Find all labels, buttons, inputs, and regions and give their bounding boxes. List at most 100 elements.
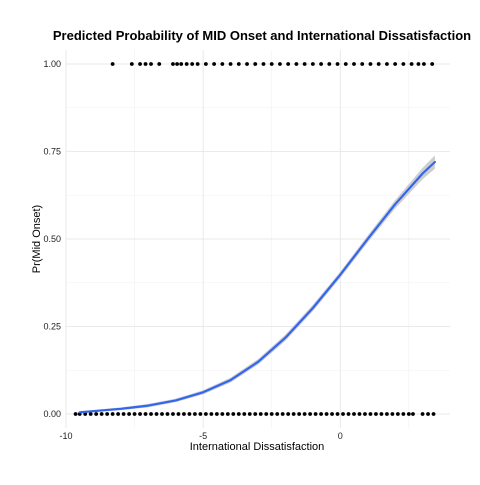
data-point-no-onset [420, 412, 425, 416]
data-point-onset [335, 62, 340, 66]
data-point-no-onset [247, 412, 252, 416]
data-point-onset [286, 62, 291, 66]
data-point-onset [269, 62, 274, 66]
data-point-no-onset [258, 412, 263, 416]
data-point-no-onset [138, 412, 142, 416]
data-point-no-onset [264, 412, 269, 416]
data-point-no-onset [127, 412, 131, 416]
data-point-no-onset [242, 412, 247, 416]
data-point-no-onset [220, 412, 225, 416]
data-point-no-onset [132, 412, 137, 416]
y-tick-label: 0.00 [43, 409, 61, 419]
grid [65, 50, 450, 428]
data-point-no-onset [401, 412, 406, 416]
data-point-no-onset [395, 412, 400, 416]
confidence-band-layer [79, 155, 435, 414]
data-point-onset [302, 62, 307, 66]
data-point-no-onset [171, 412, 175, 416]
data-point-no-onset [231, 412, 236, 416]
fitted-probability-line [78, 160, 436, 414]
data-point-onset [393, 62, 398, 66]
data-point-no-onset [324, 412, 329, 416]
data-point-onset [253, 62, 258, 66]
data-point-onset [179, 62, 184, 66]
data-point-onset [401, 62, 406, 66]
data-point-onset [319, 62, 323, 66]
data-point-no-onset [357, 412, 362, 416]
data-point-no-onset [105, 412, 110, 416]
data-point-no-onset [330, 412, 334, 416]
data-point-no-onset [193, 412, 197, 416]
data-point-no-onset [335, 412, 340, 416]
data-point-onset [143, 62, 148, 66]
data-point-onset [175, 62, 179, 66]
data-point-no-onset [352, 412, 356, 416]
data-point-onset [261, 62, 266, 66]
data-point-no-onset [209, 412, 214, 416]
data-point-no-onset [426, 412, 430, 416]
y-tick-label: 0.50 [43, 234, 61, 244]
data-point-no-onset [165, 412, 170, 416]
chart-title: Predicted Probability of MID Onset and I… [53, 28, 471, 43]
data-point-onset [149, 62, 153, 66]
data-point-onset [129, 62, 134, 66]
data-point-no-onset [160, 412, 164, 416]
data-point-no-onset [411, 412, 415, 416]
x-tick-label: -10 [59, 431, 72, 441]
data-point-onset [236, 62, 241, 66]
data-point-onset [360, 62, 365, 66]
data-point-no-onset [291, 412, 296, 416]
data-point-onset [245, 62, 249, 66]
data-point-no-onset [341, 412, 345, 416]
data-point-no-onset [83, 412, 88, 416]
data-point-onset [430, 62, 435, 66]
data-point-onset [376, 62, 381, 66]
x-tick-label: -5 [199, 431, 207, 441]
data-point-onset [138, 62, 142, 66]
data-point-onset [195, 62, 200, 66]
data-point-onset [416, 62, 421, 66]
data-point-onset [203, 62, 208, 66]
data-point-onset [368, 62, 373, 66]
points-layer [73, 62, 436, 416]
data-point-no-onset [253, 412, 258, 416]
data-point-no-onset [308, 412, 313, 416]
data-point-no-onset [110, 412, 115, 416]
data-point-onset [409, 62, 414, 66]
data-point-onset [343, 62, 348, 66]
x-tick-labels: -10 -5 0 [59, 431, 342, 441]
data-point-no-onset [431, 412, 436, 416]
data-point-no-onset [88, 412, 93, 416]
data-point-no-onset [385, 412, 389, 416]
data-point-onset [422, 62, 426, 66]
data-point-no-onset [374, 412, 378, 416]
data-point-no-onset [379, 412, 384, 416]
data-point-no-onset [390, 412, 395, 416]
data-point-no-onset [225, 412, 230, 416]
data-point-no-onset [203, 412, 208, 416]
data-point-onset [157, 62, 162, 66]
data-point-onset [278, 62, 282, 66]
data-point-no-onset [94, 412, 99, 416]
y-tick-label: 0.75 [43, 147, 61, 157]
y-tick-labels: 0.00 0.25 0.50 0.75 1.00 [43, 59, 61, 419]
data-point-no-onset [302, 412, 307, 416]
data-point-no-onset [154, 412, 159, 416]
data-point-no-onset [198, 412, 203, 416]
data-point-onset [220, 62, 225, 66]
confidence-band [79, 155, 435, 414]
data-point-no-onset [182, 412, 186, 416]
fitted-line-layer [78, 160, 436, 414]
data-point-onset [228, 62, 233, 66]
data-point-no-onset [149, 412, 153, 416]
data-point-no-onset [143, 412, 148, 416]
data-point-onset [327, 62, 332, 66]
data-point-onset [310, 62, 315, 66]
data-point-onset [110, 62, 115, 66]
data-point-no-onset [73, 412, 78, 416]
x-tick-label: 0 [338, 431, 343, 441]
data-point-no-onset [286, 412, 291, 416]
data-point-no-onset [313, 412, 318, 416]
data-point-onset [385, 62, 389, 66]
